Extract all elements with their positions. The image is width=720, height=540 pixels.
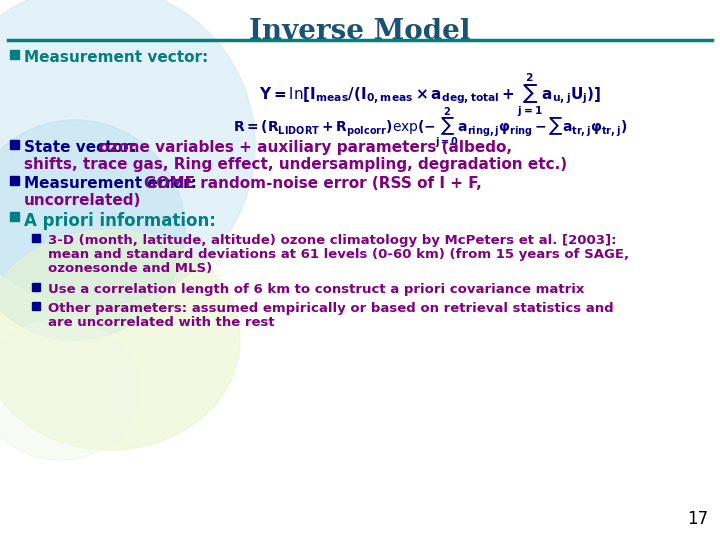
Ellipse shape xyxy=(0,320,140,460)
Text: ozone variables + auxiliary parameters (albedo,: ozone variables + auxiliary parameters (… xyxy=(99,140,512,155)
Text: A priori information:: A priori information: xyxy=(24,212,216,230)
Text: 3-D (month, latitude, altitude) ozone climatology by McPeters et al. [2003]:: 3-D (month, latitude, altitude) ozone cl… xyxy=(48,234,616,247)
Text: $\mathbf{R = (R_{LIDORT} + R_{polcorr})\exp(-\sum_{j=0}^{2} a_{ring,j}\varphi_{r: $\mathbf{R = (R_{LIDORT} + R_{polcorr})\… xyxy=(233,105,627,151)
FancyBboxPatch shape xyxy=(32,234,40,242)
FancyBboxPatch shape xyxy=(32,302,40,310)
Text: uncorrelated): uncorrelated) xyxy=(24,193,141,208)
Text: $\mathbf{Y = \ln[I_{meas}/(I_{0,meas} \times a_{deg,total} + \sum_{j=1}^{2} a_{u: $\mathbf{Y = \ln[I_{meas}/(I_{0,meas} \t… xyxy=(258,72,601,119)
Text: Use a correlation length of 6 km to construct a priori covariance matrix: Use a correlation length of 6 km to cons… xyxy=(48,283,585,296)
Text: mean and standard deviations at 61 levels (0-60 km) (from 15 years of SAGE,: mean and standard deviations at 61 level… xyxy=(48,248,629,261)
FancyBboxPatch shape xyxy=(9,176,19,185)
Text: 17: 17 xyxy=(687,510,708,528)
FancyBboxPatch shape xyxy=(9,139,19,148)
Text: Other parameters: assumed empirically or based on retrieval statistics and: Other parameters: assumed empirically or… xyxy=(48,302,613,315)
Text: are uncorrelated with the rest: are uncorrelated with the rest xyxy=(48,316,274,329)
Text: Measurement vector:: Measurement vector: xyxy=(24,50,208,65)
Circle shape xyxy=(0,0,255,305)
Text: GOME random-noise error (RSS of I + F,: GOME random-noise error (RSS of I + F, xyxy=(144,176,482,191)
FancyBboxPatch shape xyxy=(9,212,19,220)
Ellipse shape xyxy=(0,230,240,450)
Text: State vector:: State vector: xyxy=(24,140,137,155)
Circle shape xyxy=(0,120,185,340)
Text: Inverse Model: Inverse Model xyxy=(249,18,471,45)
Text: ozonesonde and MLS): ozonesonde and MLS) xyxy=(48,262,212,275)
Text: shifts, trace gas, Ring effect, undersampling, degradation etc.): shifts, trace gas, Ring effect, undersam… xyxy=(24,157,567,172)
FancyBboxPatch shape xyxy=(9,50,19,58)
FancyBboxPatch shape xyxy=(32,283,40,291)
Text: Measurement error:: Measurement error: xyxy=(24,176,197,191)
